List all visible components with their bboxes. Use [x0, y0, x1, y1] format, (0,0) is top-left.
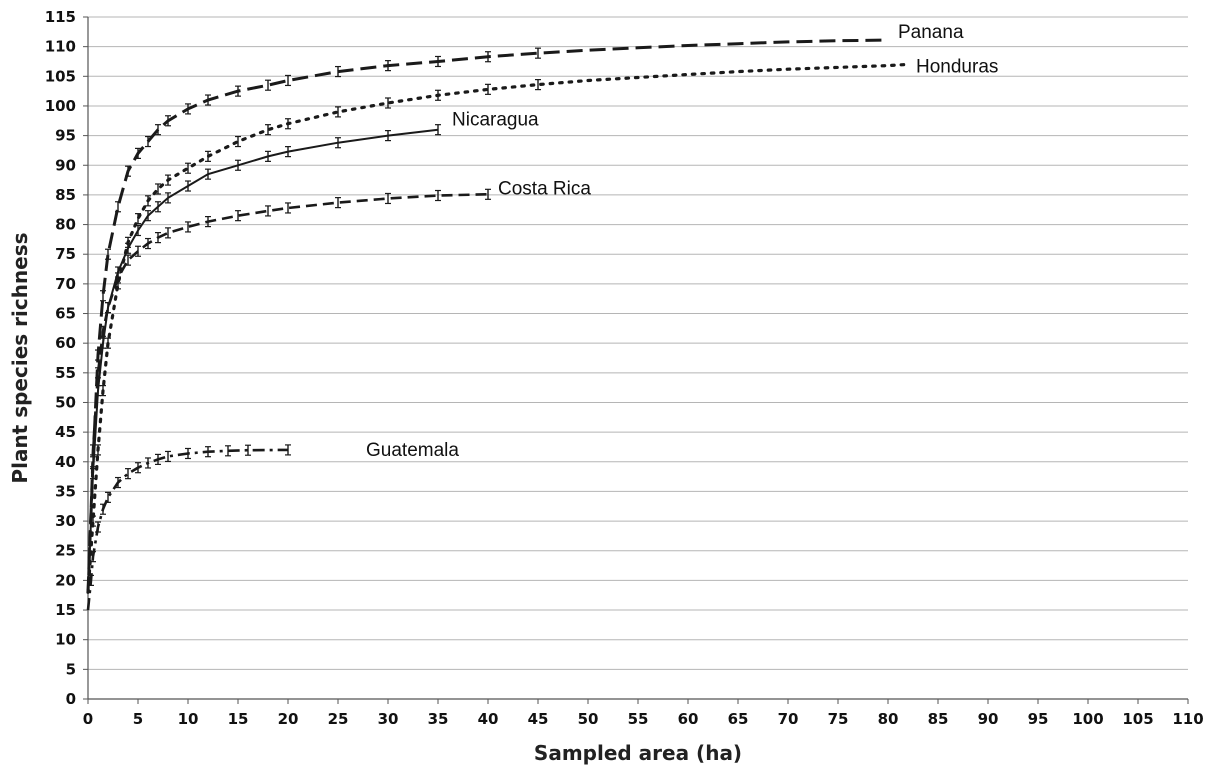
x-tick-label: 105	[1122, 710, 1153, 728]
series-labels: Panana Honduras Nicaragua Costa Rica Guatema…	[366, 22, 998, 461]
gridlines	[88, 16, 1188, 670]
series-label-costa-rica: Costa Rica	[498, 178, 591, 199]
y-axis-title: Plant species richness	[8, 232, 32, 483]
y-tick-label: 30	[55, 512, 76, 530]
y-tick-label: 115	[45, 8, 76, 26]
series-guatemala	[86, 444, 291, 611]
x-tick-label: 55	[628, 710, 649, 728]
y-tick-label: 45	[55, 423, 76, 441]
series-line-honduras	[86, 62, 910, 594]
x-tick-label: 85	[928, 710, 949, 728]
y-tick-label: 65	[55, 305, 76, 323]
series-honduras	[86, 62, 910, 594]
axes	[87, 17, 1188, 700]
y-tick-label: 100	[45, 97, 76, 115]
series-lines	[86, 38, 910, 611]
x-tick-label: 45	[528, 710, 549, 728]
series-line-panana	[86, 38, 889, 593]
x-tick-label: 15	[228, 710, 249, 728]
series-line-nicaragua	[87, 128, 439, 593]
y-tick-label: 35	[55, 482, 76, 500]
y-tick-label: 10	[55, 631, 76, 649]
y-tick-label: 85	[55, 186, 76, 204]
y-tick-label: 60	[55, 334, 76, 352]
x-tick-label: 30	[378, 710, 399, 728]
y-tick-label: 90	[55, 156, 76, 174]
y-tick-label: 55	[55, 364, 76, 382]
y-tick-label: 15	[55, 601, 76, 619]
y-tick-label: 50	[55, 393, 76, 411]
y-tick-label: 40	[55, 453, 76, 471]
y-tick-label: 105	[45, 67, 76, 85]
x-tick-label: 25	[328, 710, 349, 728]
x-tick-label: 65	[728, 710, 749, 728]
y-tick-label: 80	[55, 216, 76, 234]
series-line-guatemala	[86, 448, 289, 611]
x-tick-label: 75	[828, 710, 849, 728]
x-tick-label: 0	[83, 710, 93, 728]
x-tick-label: 50	[578, 710, 599, 728]
series-label-guatemala: Guatemala	[366, 440, 459, 461]
x-tick-labels: 0 5 10 15 20 25 30 35 40 45 50 55 60 65 70 75 80 85 90 95 10…	[83, 699, 1204, 728]
y-tick-label: 95	[55, 127, 76, 145]
x-tick-label: 110	[1172, 710, 1203, 728]
y-tick-label: 75	[55, 245, 76, 263]
series-label-honduras: Honduras	[916, 56, 998, 77]
x-tick-label: 90	[978, 710, 999, 728]
series-label-panana: Panana	[898, 22, 964, 43]
x-tick-label: 60	[678, 710, 699, 728]
series-label-nicaragua: Nicaragua	[452, 110, 539, 131]
x-tick-label: 70	[778, 710, 799, 728]
x-tick-label: 35	[428, 710, 449, 728]
y-tick-label: 110	[45, 38, 76, 56]
series-line-costa-rica	[86, 193, 489, 593]
y-tick-label: 70	[55, 275, 76, 293]
x-tick-label: 40	[478, 710, 499, 728]
y-tick-label: 20	[55, 571, 76, 589]
series-costa-rica	[86, 188, 491, 593]
y-tick-label: 25	[55, 542, 76, 560]
y-tick-labels: 0 5 10 15 20 25 30 35 40 45 50 55 60 65 70 75 80 85 90 95 10…	[45, 8, 88, 708]
y-tick-label: 5	[66, 660, 76, 678]
x-tick-label: 100	[1072, 710, 1103, 728]
x-tick-label: 20	[278, 710, 299, 728]
x-axis-title: Sampled area (ha)	[534, 741, 742, 765]
x-tick-label: 10	[178, 710, 199, 728]
x-tick-label: 95	[1028, 710, 1049, 728]
x-tick-label: 5	[133, 710, 143, 728]
y-tick-label: 0	[66, 690, 76, 708]
x-tick-label: 80	[878, 710, 899, 728]
